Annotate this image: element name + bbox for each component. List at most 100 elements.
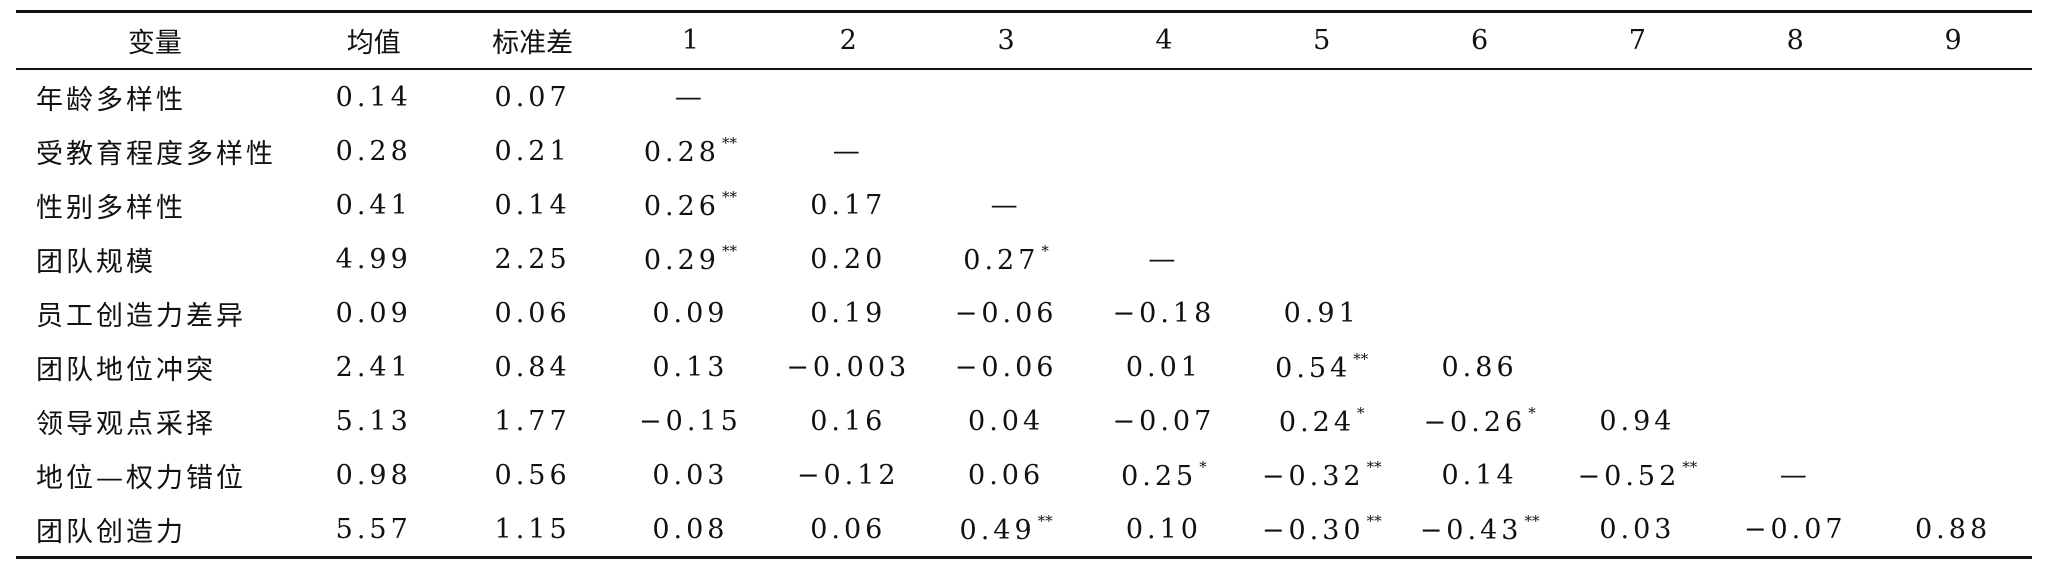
value-cell: 0.14 — [1401, 448, 1559, 502]
cell-value: 0.14 — [494, 189, 571, 221]
value-cell: −0.07 — [1085, 394, 1243, 448]
correlation-table: 变量 均值 标准差 1 2 3 4 5 6 7 8 9 年龄多样性 0.14 0.07 — 受教育程度多样性 0… — [16, 10, 2032, 559]
cell-value: 0.06 — [494, 297, 571, 329]
value-cell: 0.06 — [927, 448, 1085, 502]
cell-value: 0.49 — [959, 515, 1036, 546]
value-cell — [1401, 69, 1559, 124]
cell-value: 0.25 — [1121, 461, 1198, 492]
value-cell: 0.06 — [769, 502, 927, 558]
cell-value: 0.28 — [335, 135, 412, 167]
value-cell: 0.88 — [1874, 502, 2032, 558]
cell-value: 0.14 — [335, 81, 412, 113]
correlation-table-container: 变量 均值 标准差 1 2 3 4 5 6 7 8 9 年龄多样性 0.14 0.07 — 受教育程度多样性 0… — [16, 10, 2032, 559]
value-cell: 0.04 — [927, 394, 1085, 448]
value-cell: 0.86 — [1401, 340, 1559, 394]
header-col-9: 9 — [1944, 25, 1962, 56]
value-cell: −0.26 * — [1401, 394, 1559, 448]
value-cell: 0.14 — [294, 69, 454, 124]
value-cell: −0.06 — [927, 286, 1085, 340]
cell-value: 0.88 — [1915, 513, 1992, 545]
value-cell: 0.14 — [454, 178, 612, 232]
value-cell — [1874, 178, 2032, 232]
value-cell — [1401, 286, 1559, 340]
cell-value: 0.86 — [1441, 351, 1518, 383]
value-cell — [1243, 232, 1401, 286]
cell-value: −0.12 — [796, 459, 900, 491]
cell-value: 0.21 — [494, 135, 571, 167]
value-cell — [1716, 69, 1874, 124]
cell-value: −0.15 — [639, 405, 742, 437]
value-cell — [1243, 69, 1401, 124]
value-cell: −0.30 ** — [1243, 502, 1401, 558]
value-cell: — — [769, 124, 927, 178]
value-cell: 0.25 * — [1085, 448, 1243, 502]
variable-name-cell: 地位—权力错位 — [36, 462, 246, 494]
value-cell — [1874, 69, 2032, 124]
value-cell: 0.01 — [1085, 340, 1243, 394]
significance-marker: ** — [721, 242, 737, 260]
cell-value: 0.10 — [1125, 513, 1202, 545]
value-cell: 0.26 ** — [612, 178, 770, 232]
cell-value: 0.54 — [1275, 353, 1352, 384]
header-col-6: 6 — [1470, 25, 1489, 56]
cell-value: −0.003 — [786, 351, 911, 383]
value-cell: −0.32 ** — [1243, 448, 1401, 502]
value-cell: −0.52 ** — [1558, 448, 1716, 502]
cell-value: — — [674, 81, 706, 113]
cell-value: 0.41 — [335, 189, 412, 221]
value-cell: — — [1085, 232, 1243, 286]
value-cell: −0.07 — [1716, 502, 1874, 558]
cell-value: 0.01 — [1125, 351, 1202, 383]
value-cell — [1874, 286, 2032, 340]
header-col-2: 2 — [839, 25, 857, 56]
value-cell — [1558, 286, 1716, 340]
cell-value: 0.09 — [652, 297, 729, 329]
header-col-8: 8 — [1786, 25, 1804, 56]
value-cell — [1558, 178, 1716, 232]
cell-value: 5.13 — [335, 405, 412, 437]
value-cell: 5.57 — [294, 502, 454, 558]
cell-value: −0.32 — [1261, 461, 1365, 492]
value-cell: 0.91 — [1243, 286, 1401, 340]
cell-value: 0.28 — [643, 137, 720, 168]
significance-marker: ** — [1366, 458, 1382, 476]
value-cell: 0.29 ** — [612, 232, 770, 286]
value-cell: 0.27 * — [927, 232, 1085, 286]
table-row: 领导观点采择 5.13 1.77 −0.15 0.16 0.04 −0.07 0.24 * −0.… — [16, 394, 2032, 448]
value-cell — [1874, 394, 2032, 448]
value-cell: 0.54 ** — [1243, 340, 1401, 394]
cell-value: 0.19 — [810, 297, 887, 329]
table-row: 性别多样性 0.41 0.14 0.26 ** 0.17 — — [16, 178, 2032, 232]
cell-value: 0.29 — [643, 245, 720, 276]
value-cell: 0.06 — [454, 286, 612, 340]
value-cell: 1.15 — [454, 502, 612, 558]
cell-value: 4.99 — [335, 243, 412, 275]
value-cell: 0.09 — [294, 286, 454, 340]
value-cell — [1874, 232, 2032, 286]
cell-value: −0.30 — [1261, 515, 1365, 546]
value-cell: −0.43 ** — [1401, 502, 1559, 558]
value-cell: — — [927, 178, 1085, 232]
significance-marker: ** — [721, 188, 737, 206]
value-cell — [1243, 124, 1401, 178]
cell-value: 0.06 — [810, 513, 887, 545]
cell-value: −0.06 — [954, 297, 1058, 329]
table-row: 团队规模 4.99 2.25 0.29 ** 0.20 0.27 * — — [16, 232, 2032, 286]
value-cell — [1085, 124, 1243, 178]
table-row: 受教育程度多样性 0.28 0.21 0.28 ** — — [16, 124, 2032, 178]
value-cell: 1.77 — [454, 394, 612, 448]
value-cell — [927, 69, 1085, 124]
value-cell: 0.28 ** — [612, 124, 770, 178]
value-cell: −0.18 — [1085, 286, 1243, 340]
value-cell: −0.12 — [769, 448, 927, 502]
value-cell: 0.03 — [612, 448, 770, 502]
value-cell — [1401, 178, 1559, 232]
cell-value: 0.03 — [652, 459, 729, 491]
value-cell — [1716, 124, 1874, 178]
value-cell: 0.16 — [769, 394, 927, 448]
table-body: 年龄多样性 0.14 0.07— 受教育程度多样性 0.28 0.21 0.28 ** — 性别多… — [16, 69, 2032, 558]
cell-value: 0.04 — [968, 405, 1045, 437]
value-cell — [1401, 232, 1559, 286]
value-cell: 0.10 — [1085, 502, 1243, 558]
cell-value: 1.15 — [494, 513, 571, 545]
